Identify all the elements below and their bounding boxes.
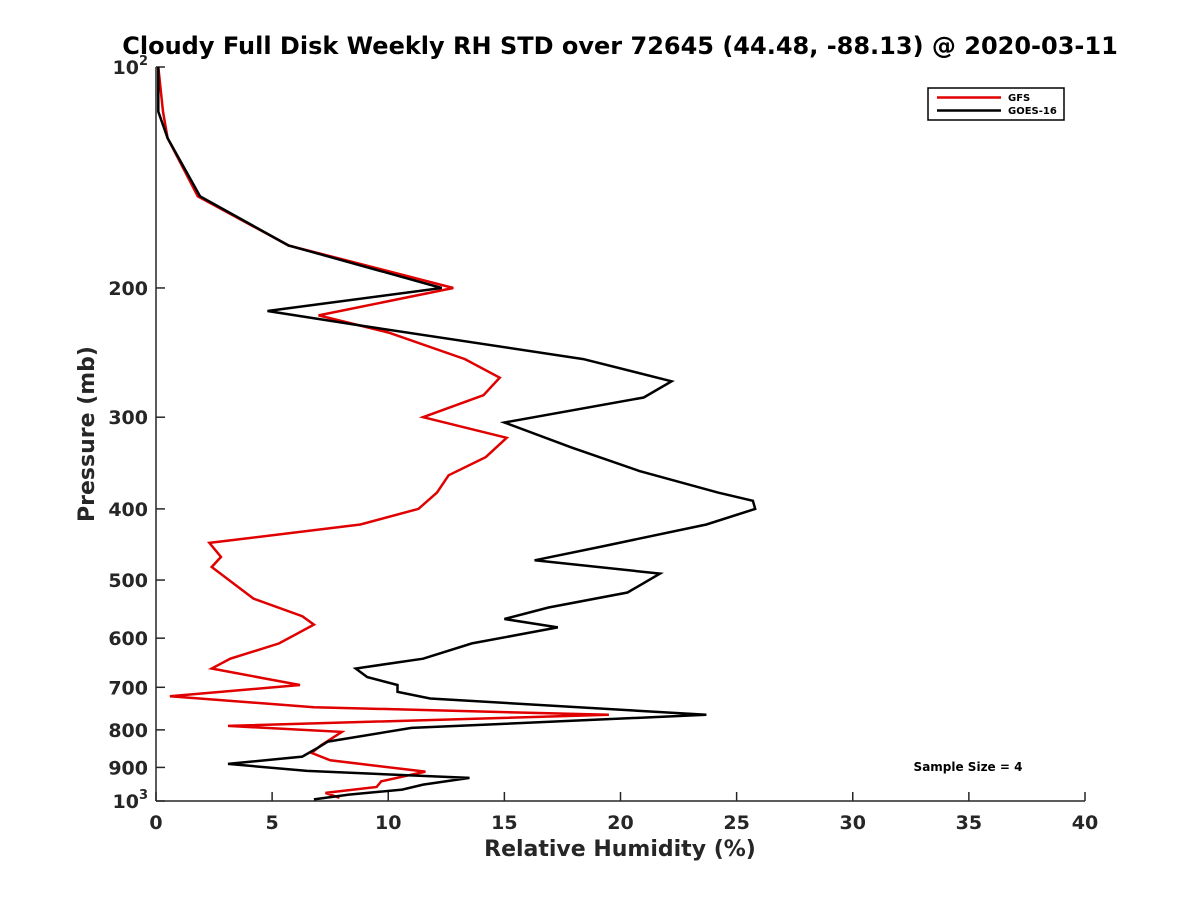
series-layer: [157, 66, 757, 801]
x-tick-label: 40: [1072, 812, 1098, 834]
chart-title: Cloudy Full Disk Weekly RH STD over 7264…: [122, 32, 1118, 60]
y-tick-label: 300: [108, 407, 148, 429]
legend: GFS GOES-16: [927, 87, 1065, 121]
y-tick-label: 700: [108, 677, 148, 699]
sample-size-annotation: Sample Size = 4: [914, 760, 1023, 774]
x-tick-label: 15: [491, 812, 517, 834]
x-tick-label: 5: [266, 812, 279, 834]
x-axis-label: Relative Humidity (%): [484, 837, 756, 862]
y-tick-label: 102: [113, 54, 149, 79]
legend-label-goes16: GOES-16: [1008, 106, 1057, 117]
legend-label-gfs: GFS: [1008, 93, 1030, 104]
y-tick-label: 400: [108, 499, 148, 521]
x-tick-label: 30: [840, 812, 866, 834]
y-tick-label: 500: [108, 570, 148, 592]
y-axis-label: Pressure (mb): [75, 346, 100, 522]
y-tick-label: 200: [108, 278, 148, 300]
x-tick-label: 20: [607, 812, 633, 834]
y-tick-label: 900: [108, 757, 148, 779]
x-tick-label: 0: [149, 812, 162, 834]
plot-area: [156, 67, 1085, 801]
x-tick-label: 10: [375, 812, 401, 834]
x-tick-label: 25: [723, 812, 749, 834]
y-tick-label: 600: [108, 628, 148, 650]
x-tick-label: 35: [956, 812, 982, 834]
series-line-goes16: [157, 67, 757, 801]
y-tick-label: 800: [108, 720, 148, 742]
y-axis-ticks: 102 200 300 400 500 600 700 800 900 103: [108, 54, 165, 813]
x-axis-ticks: 0 5 10 15 20 25 30 35 40: [149, 792, 1098, 834]
y-tick-label: 103: [113, 788, 149, 813]
legend-box: [927, 87, 1065, 121]
